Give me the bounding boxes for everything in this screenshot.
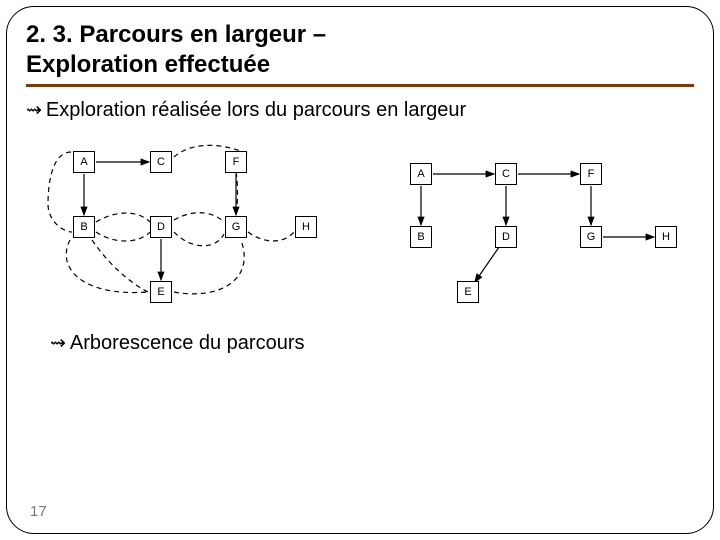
dashed-edge [248, 232, 294, 241]
graph-node-h: H [655, 226, 677, 248]
edge [475, 247, 499, 282]
dashed-edge [96, 213, 150, 222]
dashed-edge [48, 152, 72, 232]
bullet-icon: ⇝ [50, 332, 66, 357]
title-line2: Exploration effectuée [26, 51, 270, 78]
slide-content: 2. 3. Parcours en largeur – Exploration … [6, 6, 714, 534]
graph-node-c: C [495, 163, 517, 185]
graph-node-b: B [410, 226, 432, 248]
graph-node-a: A [410, 163, 432, 185]
sub-bullet-text: Arborescence du parcours [70, 332, 305, 355]
dashed-edge [66, 240, 148, 293]
graph-node-h: H [295, 216, 317, 238]
dashed-edge [96, 232, 150, 241]
bullet-icon: ⇝ [26, 99, 42, 124]
graphs-svg [26, 132, 706, 332]
dashed-edge [174, 212, 224, 221]
graph-node-b: B [73, 216, 95, 238]
graph-node-c: C [150, 151, 172, 173]
graph-node-d: D [150, 216, 172, 238]
graph-node-d: D [495, 226, 517, 248]
bullet-text: Exploration réalisée lors du parcours en… [46, 99, 466, 122]
graph-node-e: E [150, 281, 172, 303]
graph-node-f: F [580, 163, 602, 185]
dashed-edge [174, 240, 244, 294]
title-rule [26, 84, 694, 87]
bullet-arborescence: ⇝ Arborescence du parcours [26, 332, 694, 357]
graph-node-g: G [580, 226, 602, 248]
page-number: 17 [30, 503, 47, 520]
graphs-area: A C F B D G H E A C F B D G H E [26, 132, 694, 332]
slide-title: 2. 3. Parcours en largeur – Exploration … [26, 20, 694, 80]
dashed-edge [92, 240, 148, 292]
graph-node-f: F [225, 151, 247, 173]
dashed-edge [174, 232, 224, 246]
graph-node-a: A [73, 151, 95, 173]
graph-node-e: E [457, 281, 479, 303]
graph-node-g: G [225, 216, 247, 238]
title-line1: 2. 3. Parcours en largeur – [26, 21, 326, 48]
bullet-exploration: ⇝ Exploration réalisée lors du parcours … [26, 99, 694, 124]
